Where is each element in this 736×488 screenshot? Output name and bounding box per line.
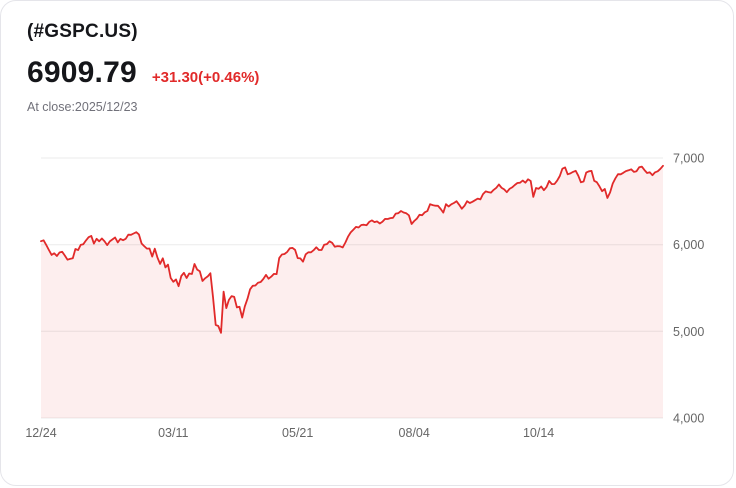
- y-axis-label: 4,000: [673, 412, 704, 426]
- price-chart[interactable]: 7,000 6,000 5,000 4,000 12/24 03/11 05/21 08/04…: [1, 149, 734, 449]
- price-change: +31.30(+0.46%): [151, 69, 260, 86]
- x-axis-label: 05/21: [282, 426, 313, 440]
- y-axis-label: 7,000: [673, 152, 704, 166]
- y-axis-label: 5,000: [673, 325, 704, 339]
- close-timestamp: At close:2025/12/23: [27, 100, 138, 114]
- y-axis-label: 6,000: [673, 238, 704, 252]
- x-axis-label: 08/04: [399, 426, 430, 440]
- price-chart-canvas[interactable]: 7,000 6,000 5,000 4,000 12/24 03/11 05/21 08/04…: [1, 149, 734, 449]
- price-area: [41, 165, 663, 418]
- symbol-title: (#GSPC.US): [27, 21, 138, 42]
- price-line: [40, 164, 664, 334]
- x-axis-label: 03/11: [158, 426, 188, 440]
- x-axis-label: 12/24: [25, 426, 56, 440]
- last-price: 6909.79: [27, 56, 137, 89]
- x-axis-label: 10/14: [523, 426, 554, 440]
- price-row: 6909.79 +31.30(+0.46%): [27, 56, 733, 90]
